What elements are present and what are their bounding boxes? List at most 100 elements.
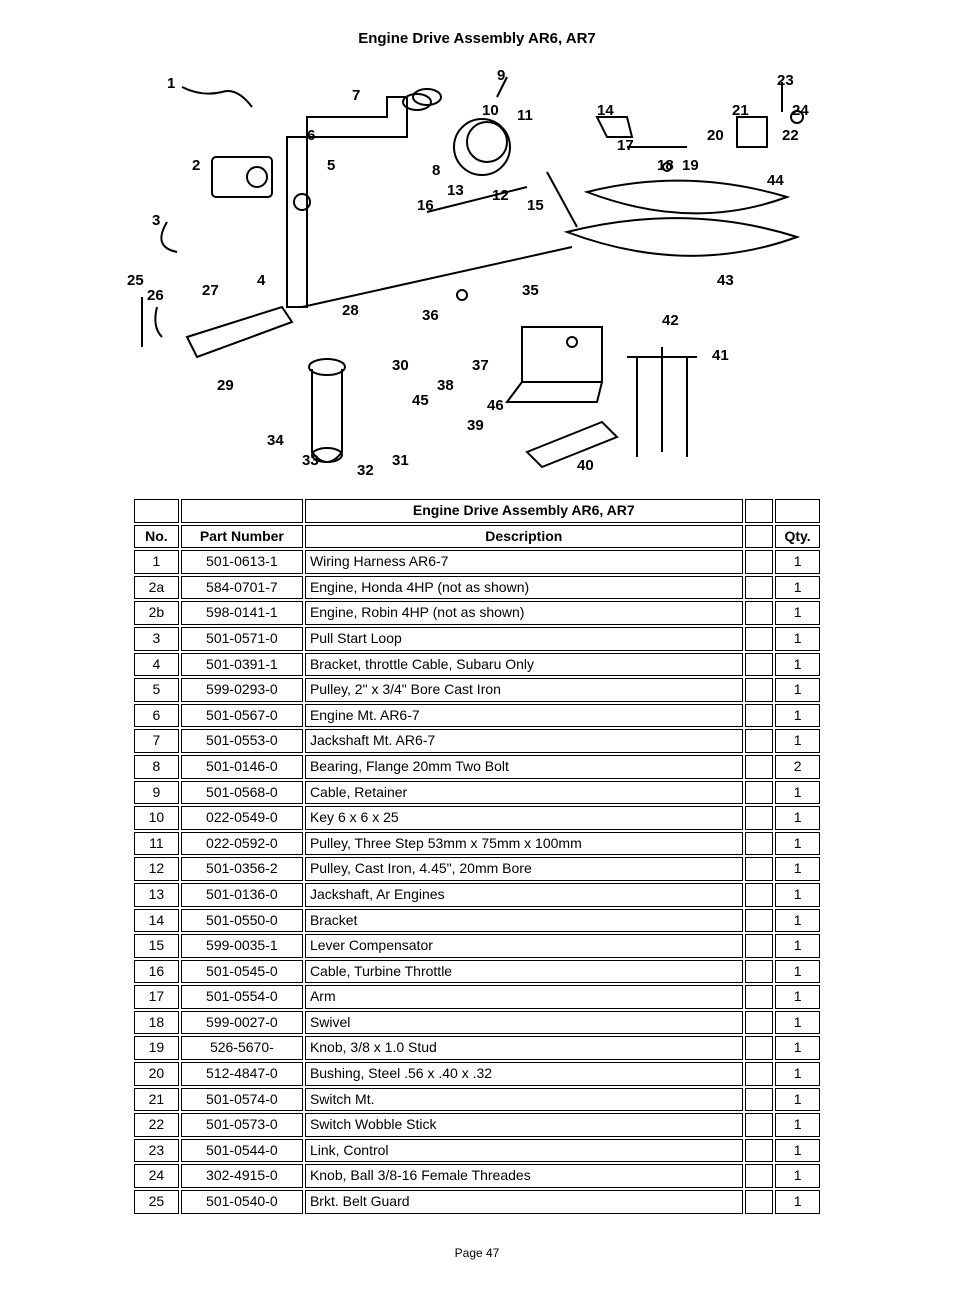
cell-desc: Link, Control: [305, 1139, 743, 1163]
cell-blank: [745, 1062, 774, 1086]
cell-part: 501-0545-0: [181, 960, 303, 984]
cell-qty: 1: [775, 1036, 820, 1060]
cell-desc: Bushing, Steel .56 x .40 x .32: [305, 1062, 743, 1086]
cell-blank: [745, 1190, 774, 1214]
cell-no: 20: [134, 1062, 179, 1086]
cell-part: 501-0554-0: [181, 985, 303, 1009]
diagram-callout: 33: [302, 452, 319, 469]
diagram-callout: 20: [707, 127, 724, 144]
cell-no: 25: [134, 1190, 179, 1214]
cell-desc: Jackshaft Mt. AR6-7: [305, 729, 743, 753]
diagram-callout: 26: [147, 287, 164, 304]
cell-qty: 1: [775, 1113, 820, 1137]
cell-blank: [745, 729, 774, 753]
cell-qty: 1: [775, 729, 820, 753]
cell-no: 2b: [134, 601, 179, 625]
cell-part: 526-5670-: [181, 1036, 303, 1060]
diagram-callout: 17: [617, 137, 634, 154]
cell-desc: Switch Wobble Stick: [305, 1113, 743, 1137]
cell-qty: 1: [775, 678, 820, 702]
cell-part: 501-0146-0: [181, 755, 303, 779]
cell-blank: [745, 1011, 774, 1035]
cell-qty: 1: [775, 1139, 820, 1163]
cell-part: 501-0571-0: [181, 627, 303, 651]
diagram-callout: 9: [497, 67, 505, 84]
diagram-callout: 36: [422, 307, 439, 324]
cell-qty: 1: [775, 985, 820, 1009]
table-row: 10022-0549-0Key 6 x 6 x 25 1: [134, 806, 820, 830]
table-row: 18599-0027-0Swivel 1: [134, 1011, 820, 1035]
cell-blank: [745, 781, 774, 805]
cell-qty: 1: [775, 909, 820, 933]
cell-no: 5: [134, 678, 179, 702]
cell-blank: [745, 1139, 774, 1163]
diagram-callout: 19: [682, 157, 699, 174]
cell-part: 599-0027-0: [181, 1011, 303, 1035]
cell-desc: Pulley, Three Step 53mm x 75mm x 100mm: [305, 832, 743, 856]
cell-qty: 1: [775, 1164, 820, 1188]
diagram-callout: 7: [352, 87, 360, 104]
cell-qty: 1: [775, 857, 820, 881]
page-title: Engine Drive Assembly AR6, AR7: [70, 30, 884, 47]
cell-qty: 1: [775, 832, 820, 856]
cell-part: 599-0293-0: [181, 678, 303, 702]
diagram-callout: 24: [792, 102, 809, 119]
diagram-callout: 38: [437, 377, 454, 394]
cell-desc: Cable, Turbine Throttle: [305, 960, 743, 984]
cell-qty: 1: [775, 704, 820, 728]
diagram-callout: 22: [782, 127, 799, 144]
table-row: 8501-0146-0Bearing, Flange 20mm Two Bolt…: [134, 755, 820, 779]
cell-desc: Engine, Robin 4HP (not as shown): [305, 601, 743, 625]
diagram-callout: 40: [577, 457, 594, 474]
cell-blank: [745, 806, 774, 830]
title-blank-no: [134, 499, 179, 523]
cell-part: 501-0613-1: [181, 550, 303, 574]
table-title: Engine Drive Assembly AR6, AR7: [305, 499, 743, 523]
cell-part: 501-0553-0: [181, 729, 303, 753]
diagram-callout: 12: [492, 187, 509, 204]
table-row: 22501-0573-0Switch Wobble Stick 1: [134, 1113, 820, 1137]
cell-no: 16: [134, 960, 179, 984]
title-blank-gap: [745, 499, 774, 523]
cell-no: 19: [134, 1036, 179, 1060]
diagram-callout: 1: [167, 75, 175, 92]
cell-no: 22: [134, 1113, 179, 1137]
cell-desc: Brkt. Belt Guard: [305, 1190, 743, 1214]
cell-no: 2a: [134, 576, 179, 600]
diagram-callout: 2: [192, 157, 200, 174]
cell-desc: Engine, Honda 4HP (not as shown): [305, 576, 743, 600]
cell-no: 11: [134, 832, 179, 856]
cell-qty: 1: [775, 627, 820, 651]
cell-blank: [745, 550, 774, 574]
cell-desc: Cable, Retainer: [305, 781, 743, 805]
cell-no: 24: [134, 1164, 179, 1188]
diagram-callout: 16: [417, 197, 434, 214]
diagram-callout: 46: [487, 397, 504, 414]
table-row: 15599-0035-1Lever Compensator 1: [134, 934, 820, 958]
table-row: 14501-0550-0Bracket 1: [134, 909, 820, 933]
cell-blank: [745, 1036, 774, 1060]
diagram-svg: [127, 57, 827, 477]
table-row: 11022-0592-0Pulley, Three Step 53mm x 75…: [134, 832, 820, 856]
table-row: 24302-4915-0Knob, Ball 3/8-16 Female Thr…: [134, 1164, 820, 1188]
table-row: 7501-0553-0Jackshaft Mt. AR6-7 1: [134, 729, 820, 753]
cell-qty: 1: [775, 1190, 820, 1214]
diagram-callout: 15: [527, 197, 544, 214]
table-row: 6501-0567-0Engine Mt. AR6-7 1: [134, 704, 820, 728]
cell-qty: 2: [775, 755, 820, 779]
diagram-callout: 30: [392, 357, 409, 374]
cell-part: 501-0391-1: [181, 653, 303, 677]
page-footer: Page 47: [70, 1246, 884, 1260]
cell-qty: 1: [775, 960, 820, 984]
cell-desc: Swivel: [305, 1011, 743, 1035]
cell-qty: 1: [775, 601, 820, 625]
cell-qty: 1: [775, 653, 820, 677]
cell-no: 15: [134, 934, 179, 958]
cell-no: 21: [134, 1088, 179, 1112]
table-row: 9501-0568-0Cable, Retainer 1: [134, 781, 820, 805]
table-title-row: Engine Drive Assembly AR6, AR7: [134, 499, 820, 523]
cell-part: 584-0701-7: [181, 576, 303, 600]
cell-blank: [745, 1113, 774, 1137]
cell-part: 501-0574-0: [181, 1088, 303, 1112]
cell-no: 23: [134, 1139, 179, 1163]
